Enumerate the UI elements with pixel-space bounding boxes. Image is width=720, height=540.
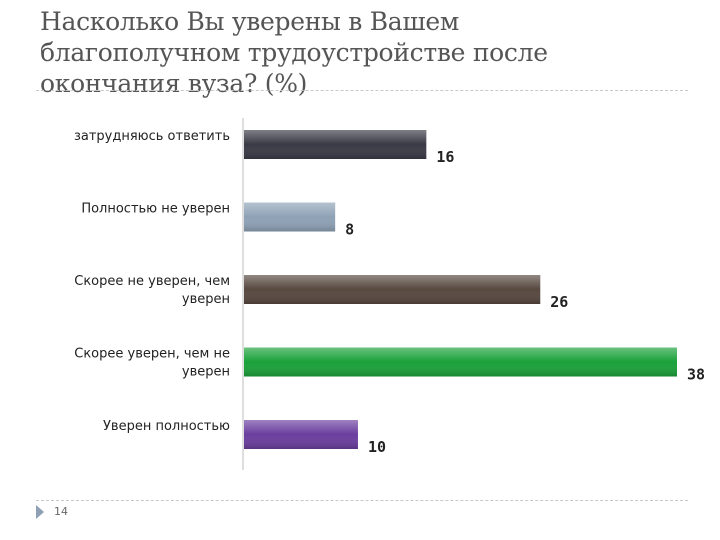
bottom-divider: [36, 500, 688, 501]
category-label-0: затрудняюсь ответить: [74, 129, 230, 144]
slide-title: Насколько Вы уверены в Вашем благополучн…: [40, 6, 640, 99]
category-label-4: Уверен полностью: [103, 419, 230, 434]
category-label-3-line-1: уверен: [182, 365, 230, 380]
title-line-3: окончания вуза? (%): [40, 69, 308, 98]
page-number: 14: [54, 505, 68, 518]
value-label-1: 8: [345, 221, 354, 239]
title-line-1: Насколько Вы уверены в Вашем: [40, 7, 459, 36]
bar-shade-1: [244, 202, 336, 232]
bar-shade-4: [244, 420, 358, 449]
value-label-2: 26: [550, 293, 568, 311]
top-divider: [36, 90, 688, 91]
bar-shade-3: [244, 347, 677, 377]
value-label-0: 16: [436, 148, 454, 166]
category-label-2-line-1: уверен: [182, 292, 230, 307]
category-label-2-line-0: Скорее не уверен, чем: [74, 274, 230, 289]
title-line-2: благополучном трудоустройстве после: [40, 38, 548, 67]
value-label-3: 38: [687, 366, 705, 384]
bar-shade-2: [244, 275, 541, 304]
bar-shade-0: [244, 130, 427, 159]
category-label-3-line-0: Скорее уверен, чем не: [74, 347, 230, 362]
category-label-1: Полностью не уверен: [81, 202, 230, 217]
page-marker-icon: [36, 505, 44, 519]
value-label-4: 10: [368, 438, 386, 456]
